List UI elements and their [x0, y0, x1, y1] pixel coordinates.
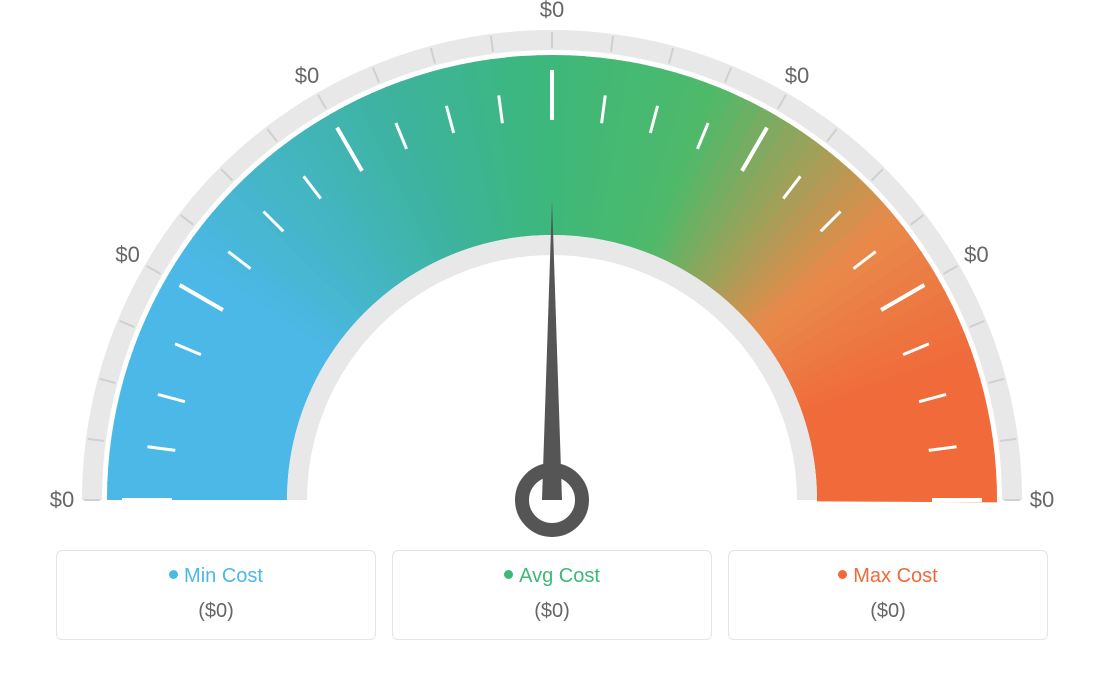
dial-label: $0 [964, 242, 988, 268]
legend-title: Max Cost [739, 565, 1037, 588]
legend-card-max: Max Cost ($0) [728, 550, 1048, 640]
dial-label: $0 [115, 242, 139, 268]
legend-card-avg: Avg Cost ($0) [392, 550, 712, 640]
legend-label-avg: Avg Cost [519, 565, 600, 587]
legend-row: Min Cost ($0) Avg Cost ($0) Max Cost ($0… [0, 550, 1104, 640]
legend-value-avg: ($0) [403, 600, 701, 623]
legend-title: Min Cost [67, 565, 365, 588]
gauge-area: $0 $0 $0 $0 $0 $0 $0 [0, 0, 1104, 560]
dial-label: $0 [540, 0, 564, 23]
dial-label: $0 [1030, 487, 1054, 513]
legend-dot-max [838, 570, 847, 579]
gauge-svg [0, 0, 1104, 560]
legend-dot-min [169, 570, 178, 579]
legend-label-min: Min Cost [184, 565, 263, 587]
legend-value-min: ($0) [67, 600, 365, 623]
legend-card-min: Min Cost ($0) [56, 550, 376, 640]
legend-title: Avg Cost [403, 565, 701, 588]
legend-value-max: ($0) [739, 600, 1037, 623]
dial-label: $0 [50, 487, 74, 513]
dial-label: $0 [785, 63, 809, 89]
legend-dot-avg [504, 570, 513, 579]
dial-label: $0 [295, 63, 319, 89]
legend-label-max: Max Cost [853, 565, 937, 587]
gauge-chart-container: $0 $0 $0 $0 $0 $0 $0 Min Cost ($0) Avg Cost ($… [0, 0, 1104, 690]
